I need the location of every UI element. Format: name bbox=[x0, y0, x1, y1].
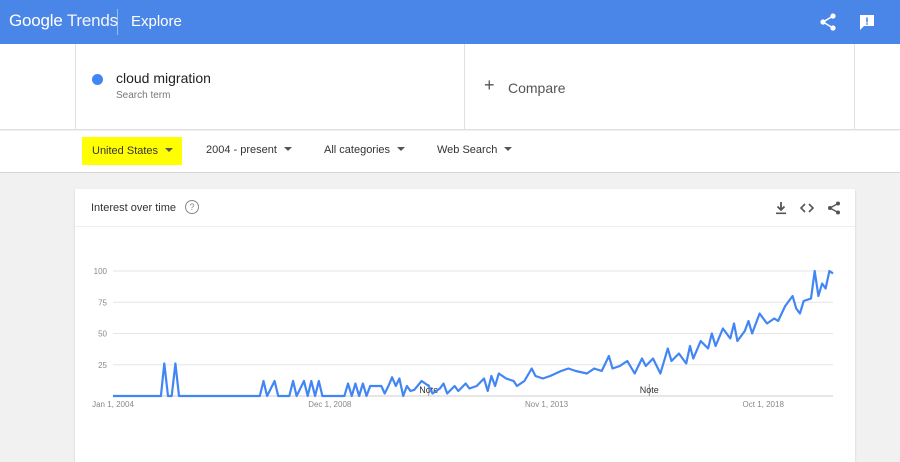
google-trends-logo[interactable]: Google Trends bbox=[9, 11, 118, 31]
term-color-dot bbox=[92, 74, 103, 85]
chevron-down-icon bbox=[504, 147, 513, 151]
download-csv-icon[interactable] bbox=[773, 200, 789, 216]
header-divider bbox=[117, 9, 118, 35]
search-type-value: Web Search bbox=[437, 144, 498, 156]
y-tick-label: 75 bbox=[98, 298, 107, 307]
category-value: All categories bbox=[324, 144, 391, 156]
embed-code-icon[interactable] bbox=[799, 200, 815, 216]
share-icon[interactable] bbox=[826, 200, 842, 216]
feedback-icon[interactable] bbox=[857, 12, 877, 32]
interest-line-chart[interactable]: 25 50 75 100 Jan 1, 2004 Dec 1, 2008 Nov 1, 20… bbox=[75, 189, 855, 462]
card-header: Interest over time ? bbox=[75, 189, 855, 227]
note-label: Note bbox=[419, 385, 438, 395]
search-term-type: Search term bbox=[116, 90, 171, 101]
plus-icon: + bbox=[484, 75, 495, 95]
page-title: Explore bbox=[131, 13, 182, 30]
x-tick-label: Nov 1, 2013 bbox=[525, 400, 569, 409]
chevron-down-icon bbox=[397, 147, 406, 151]
logo-trends-text: Trends bbox=[66, 11, 118, 30]
time-range-dropdown[interactable]: 2004 - present bbox=[206, 144, 292, 156]
compare-label: Compare bbox=[508, 80, 566, 96]
search-type-dropdown[interactable]: Web Search bbox=[437, 144, 513, 156]
compare-button[interactable]: + Compare bbox=[465, 44, 855, 130]
help-icon[interactable]: ? bbox=[185, 200, 199, 214]
x-tick-label: Jan 1, 2004 bbox=[92, 400, 134, 409]
chevron-down-icon bbox=[165, 148, 174, 152]
note-label: Note bbox=[640, 385, 659, 395]
logo-google-text: Google bbox=[9, 11, 63, 30]
app-header: Google Trends Explore bbox=[0, 0, 900, 44]
chevron-down-icon bbox=[283, 147, 292, 151]
search-term-card[interactable]: cloud migration Search term bbox=[75, 44, 465, 130]
filter-bar: United States 2004 - present All categor… bbox=[0, 131, 900, 173]
series-line-cloud-migration bbox=[113, 269, 834, 398]
y-tick-label: 25 bbox=[98, 361, 107, 370]
share-icon[interactable] bbox=[818, 12, 838, 32]
x-tick-label: Oct 1, 2018 bbox=[743, 400, 785, 409]
y-tick-label: 100 bbox=[94, 267, 108, 276]
y-tick-label: 50 bbox=[98, 330, 107, 339]
interest-over-time-card: Interest over time ? 25 50 75 100 Jan 1, 200… bbox=[75, 189, 855, 462]
region-dropdown[interactable]: United States bbox=[82, 137, 182, 165]
search-term-row: cloud migration Search term + Compare bbox=[0, 44, 900, 130]
region-value: United States bbox=[92, 145, 159, 157]
x-tick-label: Dec 1, 2008 bbox=[308, 400, 352, 409]
category-dropdown[interactable]: All categories bbox=[324, 144, 406, 156]
time-range-value: 2004 - present bbox=[206, 144, 277, 156]
search-term-label: cloud migration bbox=[116, 70, 211, 86]
card-title: Interest over time bbox=[91, 202, 176, 214]
